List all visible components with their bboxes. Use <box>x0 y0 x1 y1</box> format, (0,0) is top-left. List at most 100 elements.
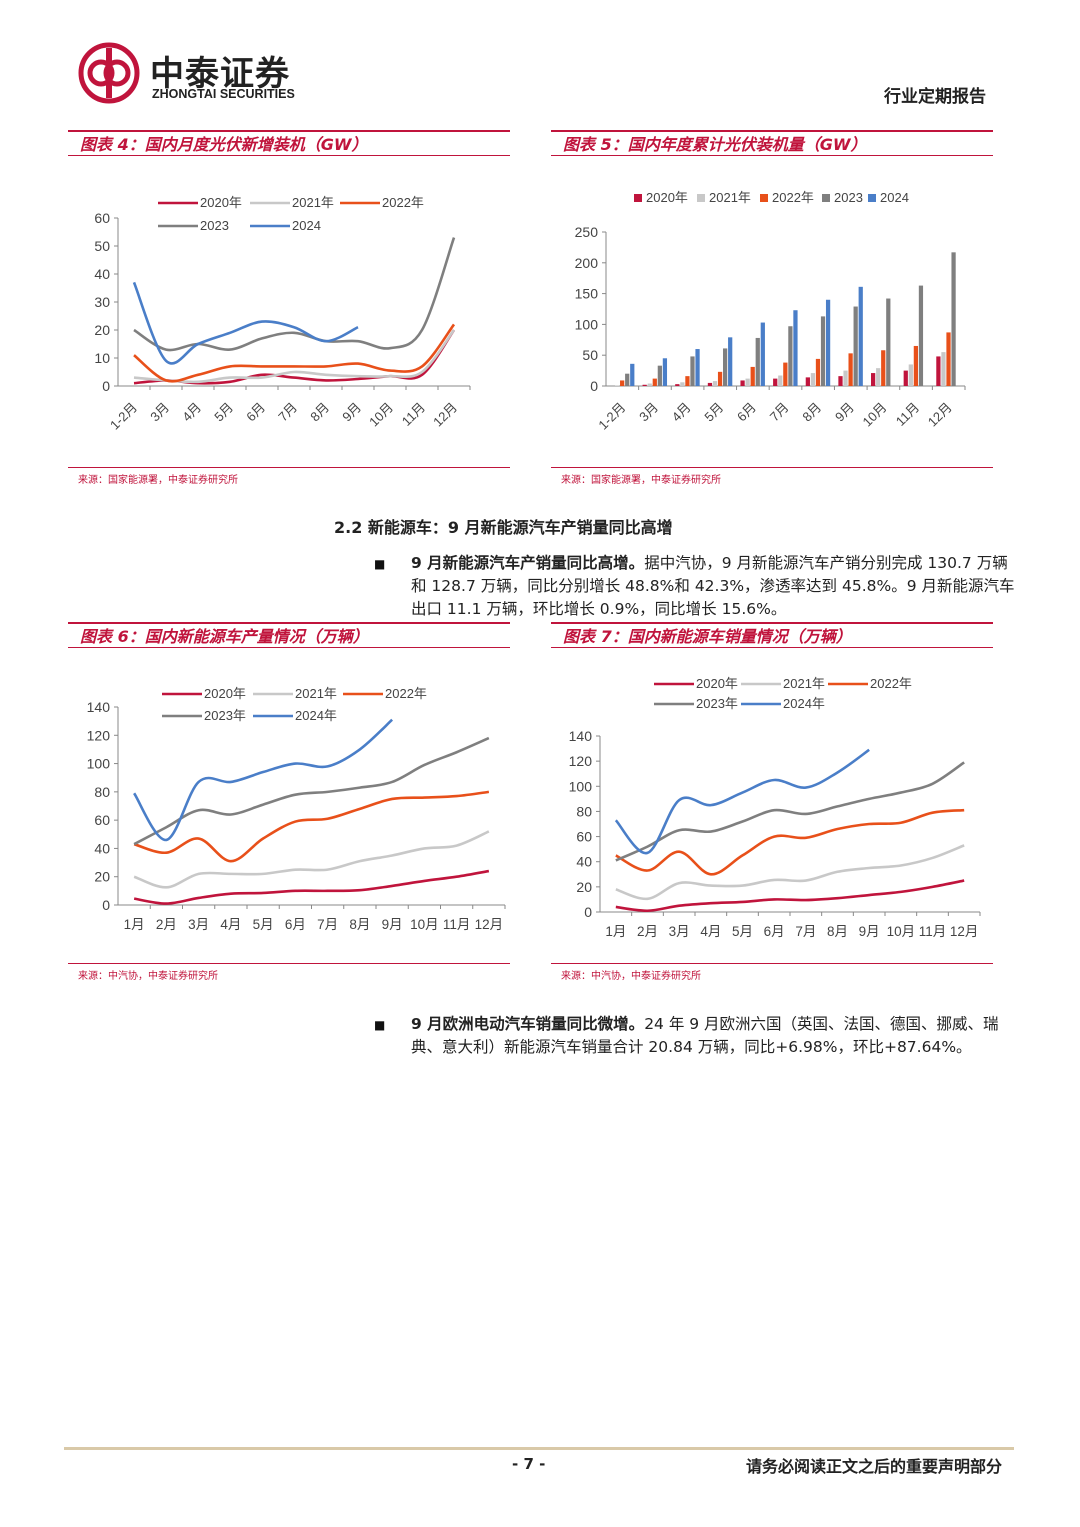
y-tick-label: 50 <box>94 238 110 254</box>
bar <box>848 353 853 386</box>
y-tick-label: 60 <box>94 812 110 828</box>
figure-6-source: 来源：中汽协，中泰证券研究所 <box>68 963 510 982</box>
bar <box>662 358 668 386</box>
bar <box>723 348 728 386</box>
series-line <box>133 790 490 863</box>
series-line <box>615 844 965 901</box>
y-tick-label: 40 <box>94 266 110 282</box>
y-tick-label: 20 <box>94 322 110 338</box>
bar <box>680 382 685 386</box>
bar <box>825 299 831 386</box>
y-tick-label: 40 <box>576 854 592 870</box>
x-tick-label: 4月 <box>220 917 241 932</box>
figure-7-source: 来源：中汽协，中泰证券研究所 <box>551 963 993 982</box>
bar <box>745 378 750 386</box>
bar <box>941 352 946 386</box>
bar <box>740 380 745 386</box>
y-tick-label: 0 <box>590 378 598 394</box>
x-tick-label: 12月 <box>950 924 979 939</box>
y-tick-label: 100 <box>575 316 599 332</box>
legend-label: 2024 <box>292 218 321 233</box>
y-tick-label: 120 <box>569 753 593 769</box>
series-line <box>133 869 490 905</box>
x-tick-label: 10月 <box>366 400 396 430</box>
bar <box>690 356 695 386</box>
bar <box>843 370 848 386</box>
bar <box>838 376 843 386</box>
figure-5-source: 来源：国家能源署，中泰证券研究所 <box>551 467 993 486</box>
figure-5-title: 图表 5：国内年度累计光伏装机量（GW） <box>551 130 993 156</box>
legend-label: 2023 <box>834 190 863 205</box>
y-tick-label: 80 <box>576 803 592 819</box>
x-tick-label: 6月 <box>764 924 785 939</box>
y-tick-label: 140 <box>87 699 111 715</box>
x-tick-label: 6月 <box>734 400 759 425</box>
legend-label: 2024 <box>880 190 909 205</box>
y-tick-label: 0 <box>102 378 110 394</box>
bar <box>760 322 765 386</box>
bar <box>750 366 755 386</box>
x-tick-label: 9月 <box>859 924 880 939</box>
x-tick-label: 1-2月 <box>107 400 140 433</box>
series-line <box>133 736 490 846</box>
bar <box>783 362 788 386</box>
bar <box>886 298 891 386</box>
bar <box>675 384 680 386</box>
paragraph-nev-sales: 9 月新能源汽车产销量同比高增。据中汽协，9 月新能源汽车产销分别完成 130.… <box>411 552 1016 621</box>
bullet-icon: ■ <box>374 557 386 571</box>
x-tick-label: 3月 <box>669 924 690 939</box>
x-tick-label: 5月 <box>211 400 236 425</box>
bar <box>685 376 690 386</box>
x-tick-label: 3月 <box>636 400 661 425</box>
bar <box>657 365 662 386</box>
bullet-icon: ■ <box>374 1018 386 1032</box>
y-tick-label: 50 <box>582 347 598 363</box>
bar <box>903 370 908 386</box>
y-tick-label: 120 <box>87 727 111 743</box>
legend-label: 2020年 <box>646 190 688 205</box>
legend-label: 2021年 <box>709 190 751 205</box>
x-tick-label: 3月 <box>188 917 209 932</box>
footer-disclaimer: 请务必阅读正文之后的重要声明部分 <box>745 1457 1002 1476</box>
x-tick-label: 5月 <box>253 917 274 932</box>
x-tick-label: 6月 <box>243 400 268 425</box>
series-line <box>614 748 870 855</box>
chart-figure-6: 0 20 40 60 80 100 120 140 1月 2月 3月 4月 5月 6月 7月 8月 9月 10月 1… <box>87 686 506 932</box>
figure-4-source: 来源：国家能源署，中泰证券研究所 <box>68 467 510 486</box>
legend-swatch <box>760 194 768 202</box>
y-tick-label: 60 <box>576 829 592 845</box>
series-line <box>133 718 394 842</box>
x-tick-label: 4月 <box>669 400 694 425</box>
bar <box>946 332 951 386</box>
bar <box>625 373 630 386</box>
x-tick-label: 12月 <box>475 917 504 932</box>
legend-swatch <box>697 194 705 202</box>
bar <box>936 356 941 386</box>
bar <box>620 380 625 386</box>
bar <box>876 368 881 386</box>
x-tick-label: 12月 <box>925 400 955 430</box>
bar <box>755 337 760 386</box>
x-tick-label: 10月 <box>887 924 916 939</box>
x-tick-label: 11月 <box>919 924 947 939</box>
bar <box>647 383 652 386</box>
x-tick-label: 10月 <box>410 917 439 932</box>
y-tick-label: 150 <box>575 286 599 302</box>
series-line <box>615 808 965 876</box>
series-line <box>133 329 456 384</box>
x-tick-label: 1月 <box>605 924 626 939</box>
paragraph-text: 据中汽协，9 月新能源汽车产销分别完成 130.7 万辆和 128.7 万辆，同… <box>411 554 1015 618</box>
bar <box>614 385 620 386</box>
paragraph-lead: 9 月欧洲电动汽车销量同比微增。 <box>411 1015 645 1033</box>
section-heading: 2.2 新能源车：9 月新能源汽车产销量同比高增 <box>334 518 673 537</box>
legend-label: 2020年 <box>200 195 242 210</box>
y-tick-label: 250 <box>575 224 599 240</box>
legend-swatch <box>868 194 876 202</box>
legend-swatch <box>634 194 642 202</box>
bar <box>810 373 816 386</box>
y-tick-label: 0 <box>102 897 110 913</box>
x-tick-label: 8月 <box>349 917 370 932</box>
x-tick-label: 8月 <box>799 400 824 425</box>
